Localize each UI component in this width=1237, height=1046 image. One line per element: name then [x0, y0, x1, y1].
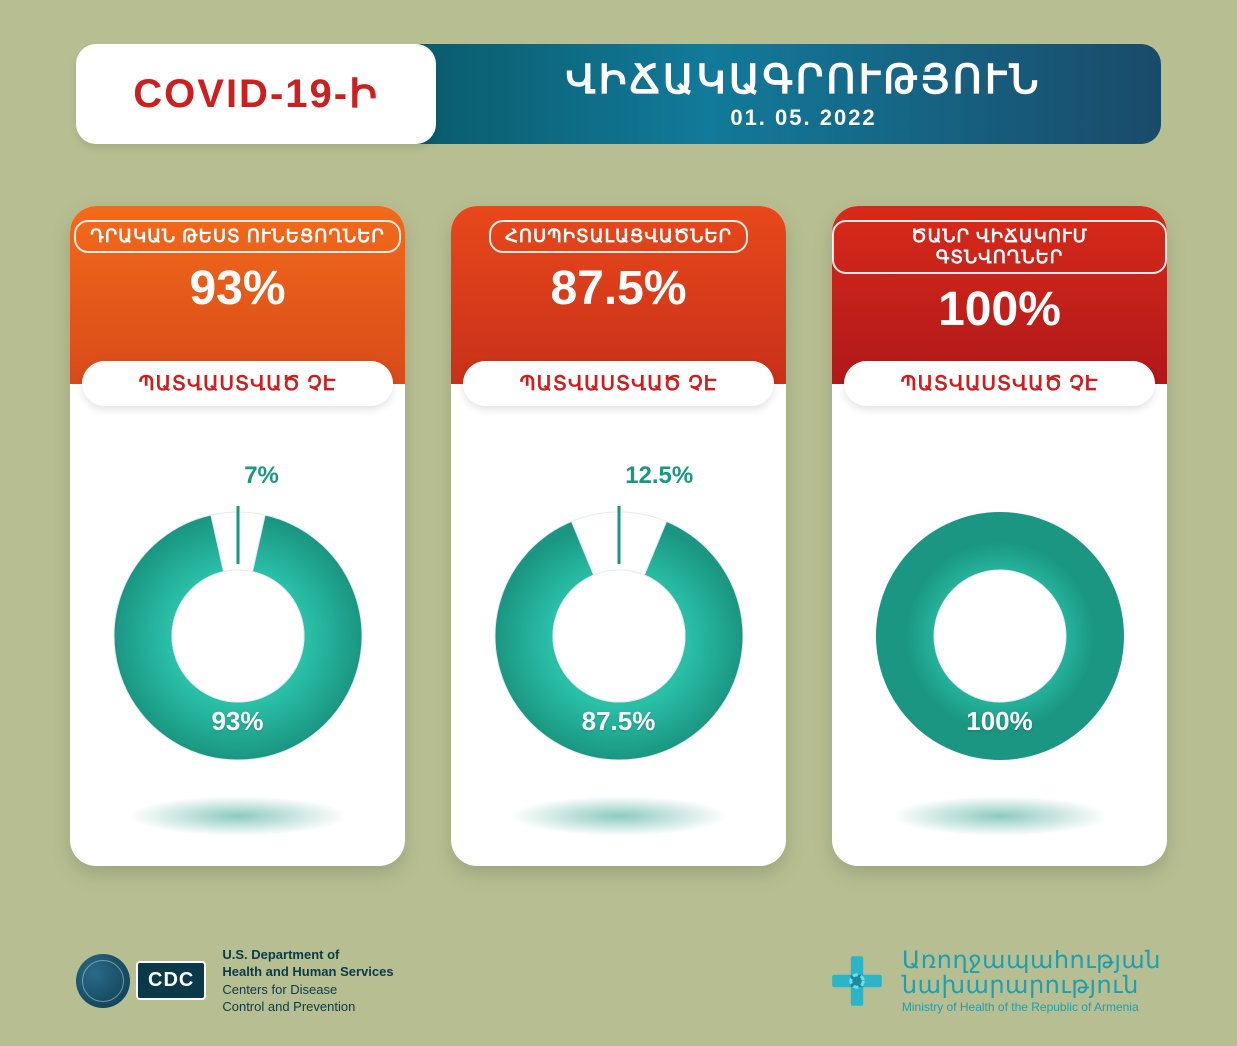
donut-rest-pct: 7% — [244, 462, 279, 490]
stat-card: ՀՈՍՊԻՏԱԼԱՑՎԱԾՆԵՐ87.5%ՊԱՏՎԱՍՏՎԱԾ ՉԷ87.5%1… — [451, 206, 786, 866]
card-category-label: ԾԱՆՐ ՎԻՃԱԿՈՒՄ ԳՏՆՎՈՂՆԵՐ — [832, 220, 1167, 274]
header-title: ՎԻՃԱԿԱԳՐՈՒԹՅՈՒՆ — [565, 57, 1041, 103]
hhs-seal-icon — [76, 954, 130, 1008]
card-head: ԾԱՆՐ ՎԻՃԱԿՈՒՄ ԳՏՆՎՈՂՆԵՐ100%ՊԱՏՎԱՍՏՎԱԾ ՉԷ — [832, 206, 1167, 384]
card-head: ԴՐԱԿԱՆ ԹԵՍՏ ՈՒՆԵՑՈՂՆԵՐ93%ՊԱՏՎԱՍՏՎԱԾ ՉԷ — [70, 206, 405, 384]
card-head: ՀՈՍՊԻՏԱԼԱՑՎԱԾՆԵՐ87.5%ՊԱՏՎԱՍՏՎԱԾ ՉԷ — [451, 206, 786, 384]
hhs-text: U.S. Department of Health and Human Serv… — [222, 946, 393, 1016]
donut-chart: 100% — [832, 466, 1167, 866]
footer-right: Առողջապահության նախարարություն Ministry … — [826, 948, 1161, 1014]
footer: CDC U.S. Department of Health and Human … — [76, 946, 1161, 1016]
header-date: 01. 05. 2022 — [730, 105, 876, 131]
header-badge-text: COVID-19-Ի — [133, 71, 378, 117]
cdc-badge-text: CDC — [136, 961, 206, 1000]
card-pill-label: ՊԱՏՎԱՍՏՎԱԾ ՉԷ — [82, 361, 393, 406]
card-category-label: ԴՐԱԿԱՆ ԹԵՍՏ ՈՒՆԵՑՈՂՆԵՐ — [74, 220, 401, 253]
stat-card: ԴՐԱԿԱՆ ԹԵՍՏ ՈՒՆԵՑՈՂՆԵՐ 93% ՊԱՏՎԱՍՏՎԱԾ ՉԷ 93… — [70, 206, 405, 866]
moh-text: Առողջապահության նախարարություն Ministry … — [902, 948, 1161, 1014]
chart-shadow — [128, 796, 348, 836]
card-pill-label: ՊԱՏՎԱՍՏՎԱԾ ՉԷ — [463, 361, 774, 406]
card-headline-pct: 87.5% — [451, 261, 786, 316]
stat-card: ԾԱՆՐ ՎԻՃԱԿՈՒՄ ԳՏՆՎՈՂՆԵՐ 100% ՊԱՏՎԱՍՏՎԱԾ ՉԷ… — [832, 206, 1167, 866]
donut-chart: 93%7% — [70, 466, 405, 866]
card-pill-label: ՊԱՏՎԱՍՏՎԱԾ ՉԷ — [844, 361, 1155, 406]
donut-rest-pct: 12.5% — [625, 462, 693, 490]
chart-shadow — [890, 796, 1110, 836]
card-headline-pct: 93% — [70, 261, 405, 316]
donut-main-pct: 93% — [211, 706, 263, 737]
cdc-logo: CDC — [76, 954, 206, 1008]
moh-cross-icon — [826, 950, 888, 1012]
card-headline-pct: 100% — [832, 282, 1167, 337]
header: COVID-19-Ի ՎԻՃԱԿԱԳՐՈՒԹՅՈՒՆ 01. 05. 2022 — [76, 44, 1161, 144]
header-title-block: ՎԻՃԱԿԱԳՐՈՒԹՅՈՒՆ 01. 05. 2022 — [406, 44, 1161, 144]
donut-chart: 87.5%12.5% — [451, 466, 786, 866]
card-category-label: ՀՈՍՊԻՏԱԼԱՑՎԱԾՆԵՐ — [489, 220, 748, 253]
footer-left: CDC U.S. Department of Health and Human … — [76, 946, 394, 1016]
header-badge: COVID-19-Ի — [76, 44, 436, 144]
chart-shadow — [509, 796, 729, 836]
donut-main-pct: 87.5% — [582, 706, 656, 737]
cards-row: ԴՐԱԿԱՆ ԹԵՍՏ ՈՒՆԵՑՈՂՆԵՐ 93% ՊԱՏՎԱՍՏՎԱԾ ՉԷ 93… — [70, 206, 1167, 866]
donut-main-pct: 100% — [966, 706, 1033, 737]
